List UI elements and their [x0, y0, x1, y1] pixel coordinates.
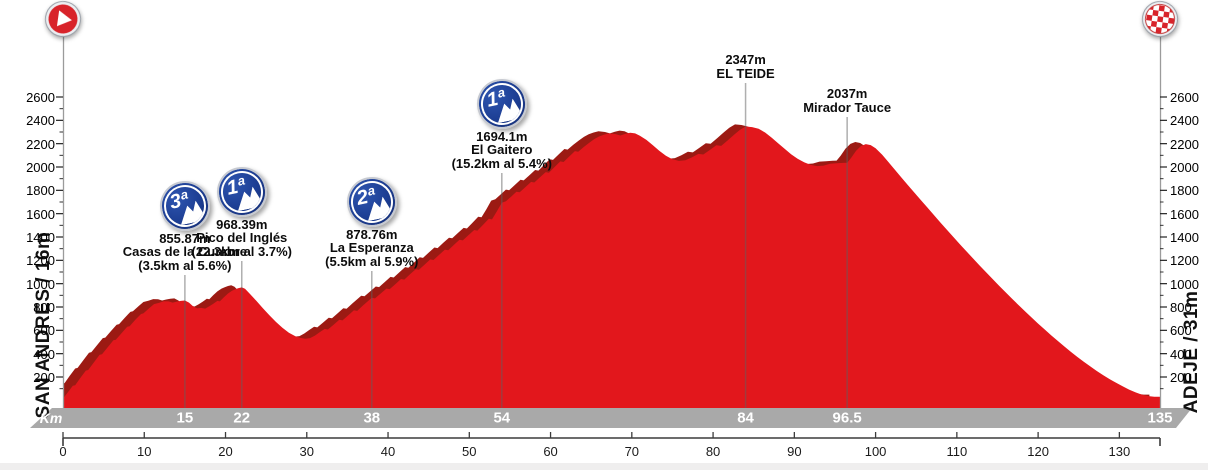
y-axis-label-left: 1000 [26, 276, 55, 292]
y-axis-label-right: 2400 [1170, 113, 1199, 129]
x-axis-label: 0 [59, 444, 67, 459]
badge-ring: 2ª [346, 176, 397, 227]
climb-elevation: 2037m [826, 86, 868, 101]
y-axis-label-left: 800 [33, 300, 55, 315]
climb-annotation: 2037m Mirador Tauce [762, 87, 932, 114]
x-axis-label: 110 [946, 444, 968, 459]
y-axis-label-right: 600 [1170, 323, 1192, 339]
y-axis-label-right: 2600 [1170, 90, 1199, 105]
climb-annotation: 968.39m Pico del Inglés (22.3km al 3.7%) [157, 216, 327, 259]
climb-elevation: 855.87m [159, 230, 211, 246]
x-axis-label: 120 [1027, 444, 1049, 459]
start-icon [45, 1, 81, 37]
y-axis-label-right: 1400 [1170, 230, 1199, 245]
climb-name: Mirador Tauce [803, 99, 892, 115]
x-axis-label: 130 [1108, 444, 1131, 459]
climb-name: EL TEIDE [716, 65, 775, 81]
climb-detail: (22.3km al 3.7%) [191, 243, 292, 259]
climb-name: La Esperanza [329, 240, 414, 255]
climb-annotation: 2347m EL TEIDE [661, 53, 831, 80]
km-marker-label: 54 [493, 409, 511, 427]
y-axis-label-left: 200 [33, 370, 55, 385]
y-axis-label-left: 1800 [26, 183, 55, 199]
y-axis-label-left: 1200 [26, 253, 55, 269]
x-axis-label: 50 [462, 444, 477, 459]
x-axis-label: 90 [787, 444, 802, 459]
x-axis-label: 80 [705, 444, 721, 459]
climb-annotation: 855.87m Casas de la Cumbre (3.5km al 5.6%) [100, 230, 270, 273]
climb-name: Pico del Inglés [196, 230, 288, 245]
badge-ring: 1ª [216, 166, 267, 217]
climb-detail: (3.5km al 5.6%) [138, 257, 232, 273]
climb-detail: (5.5km al 5.9%) [325, 253, 419, 269]
x-axis-label: 60 [543, 444, 558, 459]
y-axis-label-right: 200 [1170, 370, 1192, 385]
y-axis-label-right: 1200 [1170, 253, 1199, 269]
climb-name: Casas de la Cumbre [122, 244, 248, 259]
y-axis-label-right: 400 [1170, 346, 1192, 362]
y-axis-label-left: 2400 [26, 113, 55, 129]
climb-elevation: 878.76m [346, 226, 398, 242]
climb-elevation: 1694.1m [476, 128, 528, 144]
x-axis-label: 20 [218, 444, 233, 459]
km-marker-label: 38 [363, 409, 381, 427]
climb-detail: (15.2km al 5.4%) [451, 155, 553, 171]
y-axis-label-right: 1600 [1170, 206, 1199, 222]
km-marker-label: 22 [233, 409, 251, 427]
x-axis-label: 30 [299, 444, 314, 459]
y-axis-label-right: 1800 [1170, 183, 1199, 199]
climb-elevation: 968.39m [216, 216, 268, 232]
y-axis-label-left: 2200 [26, 136, 55, 152]
y-axis-label-left: 600 [33, 323, 55, 339]
x-axis-label: 70 [624, 444, 640, 459]
y-axis-label-left: 1400 [26, 230, 55, 245]
y-axis-label-right: 800 [1170, 300, 1192, 315]
climb-elevation: 2347m [725, 52, 766, 67]
km-marker-label: 135 [1147, 409, 1173, 427]
y-axis-label-left: 2600 [26, 90, 55, 105]
km-marker-label: 84 [737, 409, 754, 427]
climb-name: El Gaitero [471, 142, 533, 157]
y-axis-label-left: 400 [33, 346, 55, 362]
km-marker-label: 15 [176, 409, 194, 427]
y-axis-label-left: 1600 [26, 206, 55, 222]
footer-strip [0, 463, 1208, 470]
x-axis-label: 40 [380, 444, 396, 459]
y-axis-label-right: 2000 [1170, 160, 1199, 175]
profile-area [63, 126, 1160, 408]
km-marker-label: 96.5 [832, 409, 862, 427]
x-axis-label: 10 [137, 444, 152, 459]
badge-ring: 1ª [476, 78, 527, 129]
climb-annotation: 878.76m La Esperanza (5.5km al 5.9%) [287, 226, 457, 269]
y-axis-label-right: 2200 [1170, 136, 1199, 152]
x-axis-label: 100 [864, 444, 887, 459]
km-band [30, 408, 1192, 428]
finish-icon [1142, 1, 1178, 37]
climb-annotation: 1694.1m El Gaitero (15.2km al 5.4%) [417, 128, 587, 171]
km-band-unit-label: Km [39, 410, 63, 426]
y-axis-label-right: 1000 [1170, 276, 1199, 292]
y-axis-label-left: 2000 [26, 160, 55, 175]
